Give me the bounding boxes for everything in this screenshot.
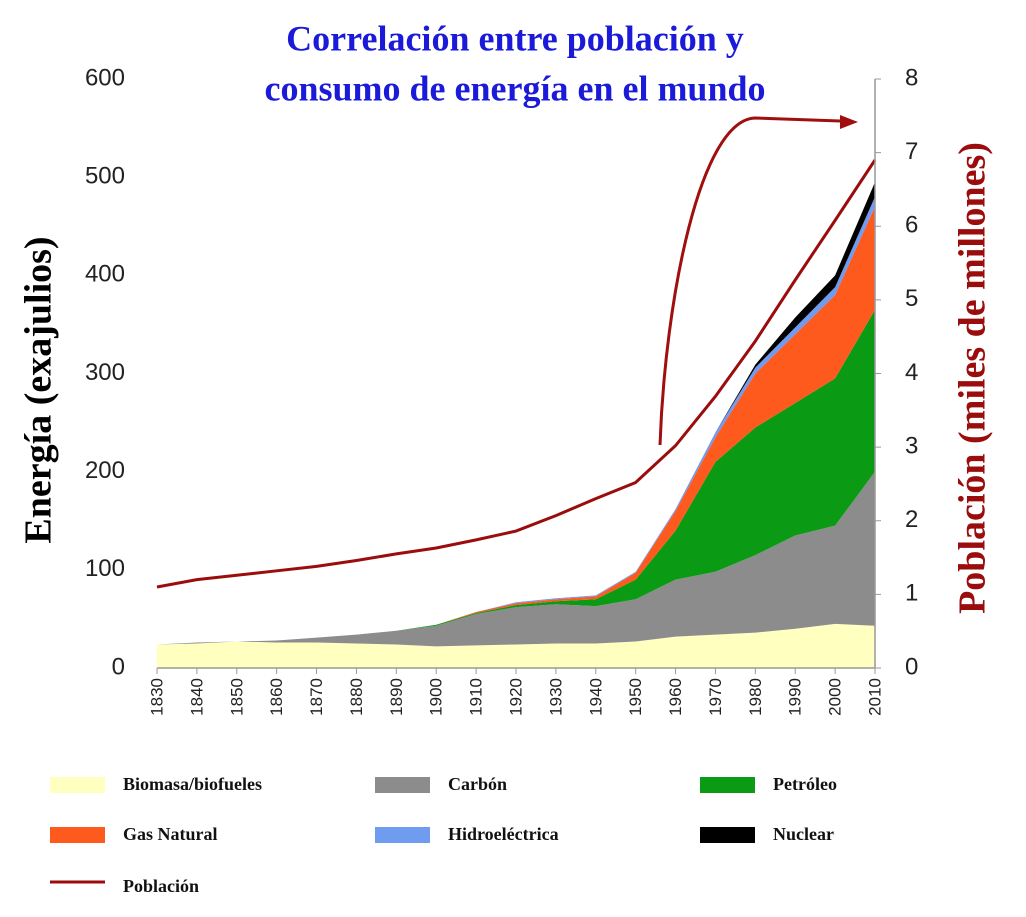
area	[157, 623, 875, 668]
x-tick-label: 1960	[666, 678, 685, 716]
y-tick-label: 100	[85, 555, 125, 582]
chart-title: Correlación entre población y	[286, 18, 744, 58]
legend-swatch	[50, 827, 105, 843]
y2-tick-label: 0	[905, 653, 918, 680]
y2-tick-label: 5	[905, 285, 918, 312]
x-tick-label: 1900	[427, 678, 446, 716]
legend-label: Nuclear	[773, 824, 834, 844]
y2-tick-label: 1	[905, 580, 918, 607]
x-tick-label: 1940	[586, 678, 605, 716]
x-tick-label: 1840	[187, 678, 206, 716]
x-tick-label: 1880	[347, 678, 366, 716]
legend-swatch	[50, 777, 105, 793]
y2-axis-label: Población (miles de millones)	[952, 142, 994, 614]
legend-label: Carbón	[448, 774, 507, 794]
y2-tick-label: 4	[905, 359, 918, 386]
x-tick-label: 2000	[826, 678, 845, 716]
area	[157, 206, 875, 645]
x-tick-label: 1830	[147, 678, 166, 716]
y2-tick-label: 3	[905, 432, 918, 459]
x-tick-label: 1850	[227, 678, 246, 716]
y-axis-label: Energía (exajulios)	[18, 236, 60, 543]
legend-label: Gas Natural	[123, 824, 218, 844]
x-tick-label: 1970	[706, 678, 725, 716]
x-tick-label: 1870	[307, 678, 326, 716]
legend-swatch	[375, 827, 430, 843]
y2-tick-label: 8	[905, 64, 918, 91]
x-tick-label: 1950	[626, 678, 645, 716]
x-tick-label: 2010	[865, 678, 884, 716]
legend-swatch	[375, 777, 430, 793]
x-tick-label: 1860	[267, 678, 286, 716]
x-tick-label: 1890	[387, 678, 406, 716]
y2-tick-label: 2	[905, 506, 918, 533]
y-tick-label: 0	[112, 653, 125, 680]
y2-tick-label: 7	[905, 138, 918, 165]
arrow-head	[840, 115, 858, 129]
y-tick-label: 300	[85, 359, 125, 386]
legend-label: Petróleo	[773, 774, 837, 794]
x-tick-label: 1920	[506, 678, 525, 716]
y-tick-label: 200	[85, 457, 125, 484]
legend-label: Población	[123, 876, 199, 896]
y-tick-label: 400	[85, 261, 125, 288]
area	[157, 471, 875, 647]
legend-label: Biomasa/biofueles	[123, 774, 262, 794]
legend-swatch	[700, 777, 755, 793]
chart-title: consumo de energía en el mundo	[264, 68, 765, 108]
x-tick-label: 1930	[546, 678, 565, 716]
legend-swatch	[700, 827, 755, 843]
annotation-arrow	[658, 116, 841, 446]
population-line	[156, 159, 877, 589]
x-tick-label: 1990	[786, 678, 805, 716]
x-tick-label: 1980	[746, 678, 765, 716]
x-tick-label: 1910	[467, 678, 486, 716]
area	[157, 309, 875, 645]
legend-label: Hidroeléctrica	[448, 824, 559, 844]
y-tick-label: 500	[85, 163, 125, 190]
y-tick-label: 600	[85, 64, 125, 91]
y2-tick-label: 6	[905, 212, 918, 239]
